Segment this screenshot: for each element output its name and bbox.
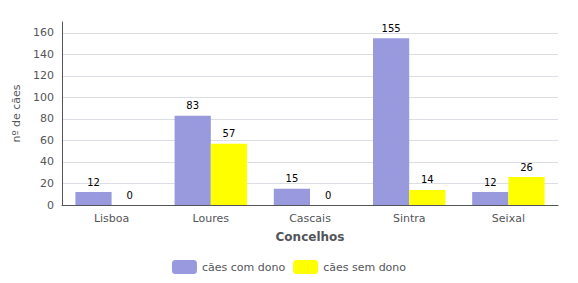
svg-text:120: 120	[33, 69, 54, 82]
svg-text:cães sem dono: cães sem dono	[323, 261, 406, 274]
svg-text:83: 83	[186, 100, 199, 111]
svg-text:12: 12	[484, 177, 497, 188]
svg-text:40: 40	[40, 155, 54, 168]
svg-text:160: 160	[33, 26, 54, 39]
svg-text:100: 100	[33, 91, 54, 104]
svg-text:155: 155	[382, 23, 401, 34]
svg-text:Lisboa: Lisboa	[94, 212, 129, 225]
svg-text:60: 60	[40, 134, 54, 147]
svg-text:0: 0	[325, 190, 331, 201]
svg-text:80: 80	[40, 112, 54, 125]
svg-text:cães com dono: cães com dono	[202, 261, 285, 274]
svg-text:0: 0	[47, 199, 54, 212]
svg-text:20: 20	[40, 177, 54, 190]
svg-text:Cascais: Cascais	[289, 212, 331, 225]
svg-text:14: 14	[421, 174, 434, 185]
svg-text:Sintra: Sintra	[393, 212, 426, 225]
svg-text:Concelhos: Concelhos	[276, 230, 345, 244]
svg-text:Loures: Loures	[193, 212, 230, 225]
svg-text:57: 57	[223, 128, 236, 139]
svg-text:26: 26	[520, 162, 533, 173]
svg-text:0: 0	[127, 190, 133, 201]
svg-text:Seixal: Seixal	[492, 212, 525, 225]
svg-text:12: 12	[87, 177, 100, 188]
svg-text:140: 140	[33, 48, 54, 61]
svg-text:nº de cães: nº de cães	[10, 84, 23, 142]
svg-text:15: 15	[286, 173, 299, 184]
